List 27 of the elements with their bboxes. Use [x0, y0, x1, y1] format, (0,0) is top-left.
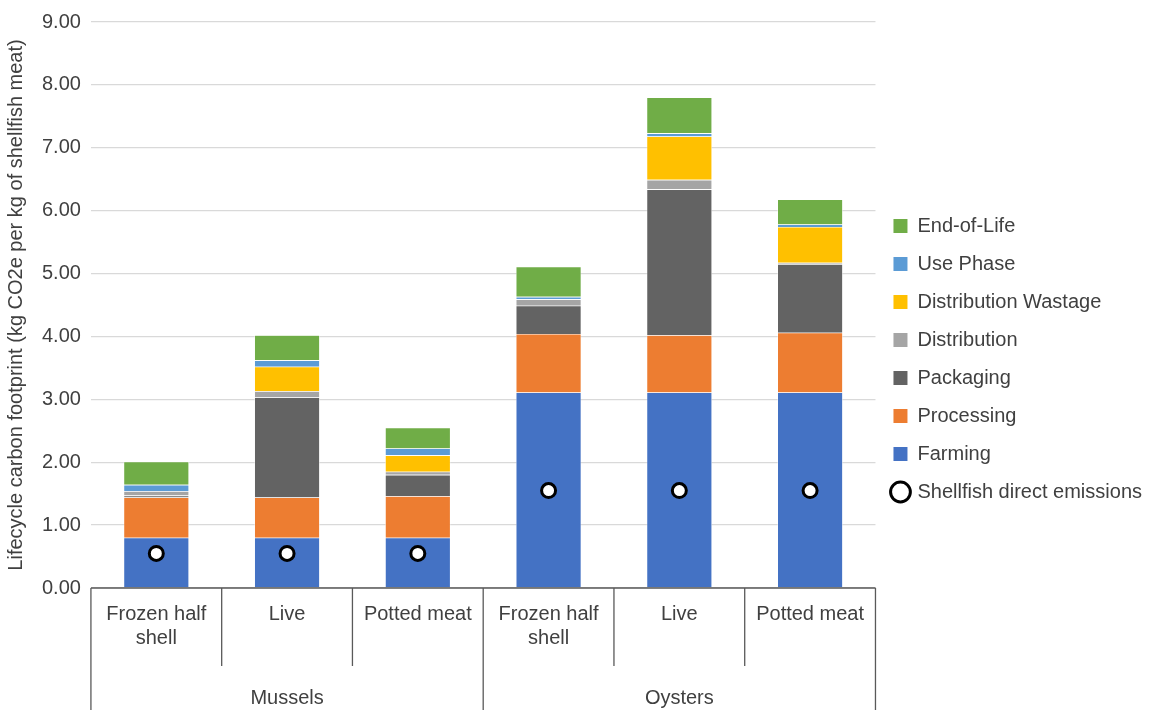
- x-tick-label: Frozen half shell: [498, 601, 600, 648]
- x-tick-label: Frozen half shell: [106, 601, 207, 648]
- y-tick-label: 2.00: [41, 449, 81, 472]
- legend-label: End-of-Life: [917, 213, 1016, 236]
- y-axis-title: Lifecycle carbon footprint (kg CO2e per kg of shellfish meat): [3, 39, 26, 571]
- legend-label: Farming: [917, 441, 991, 464]
- legend-label: Packaging: [917, 365, 1011, 388]
- text: Oysters: [644, 685, 714, 708]
- x-tick-label: Live: [268, 601, 306, 624]
- text: Mussels: [250, 685, 324, 708]
- y-tick-label: 9.00: [41, 9, 81, 32]
- y-tick-label: 4.00: [41, 323, 81, 346]
- legend-label: Distribution: [917, 327, 1018, 350]
- x-tick-label: Potted meat: [756, 601, 865, 624]
- y-tick-label: 5.00: [41, 261, 81, 284]
- x-tick-label: Potted meat: [363, 601, 473, 624]
- y-tick-label: 7.00: [41, 135, 81, 158]
- y-tick-label: 6.00: [41, 198, 81, 221]
- legend-label: Distribution Wastage: [917, 289, 1102, 312]
- y-tick-label: 8.00: [41, 72, 81, 95]
- legend-label: Processing: [917, 403, 1017, 426]
- legend-label: Use Phase: [917, 251, 1016, 274]
- x-tick-label: Live: [660, 601, 698, 624]
- legend-label: Shellfish direct emissions: [917, 479, 1142, 502]
- y-tick-label: 3.00: [41, 386, 81, 409]
- y-tick-label: 0.00: [41, 575, 81, 598]
- y-tick-label: 1.00: [41, 512, 81, 535]
